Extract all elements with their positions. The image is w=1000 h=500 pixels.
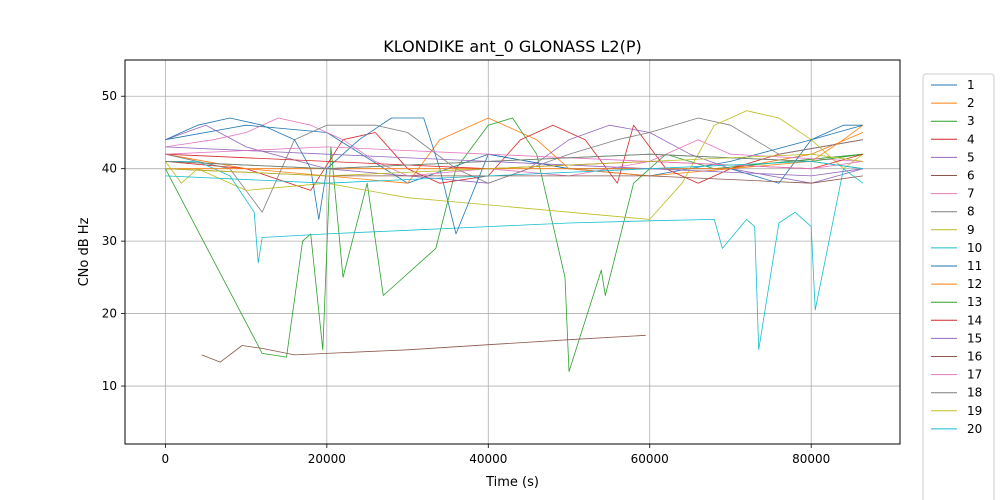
legend-label-3: 3	[967, 114, 975, 128]
x-tick-label: 40000	[469, 452, 507, 466]
legend-label-12: 12	[967, 277, 982, 291]
legend-label-15: 15	[967, 331, 982, 345]
x-axis-label: Time (s)	[485, 475, 539, 490]
y-tick-label: 30	[102, 234, 117, 248]
y-tick-label: 20	[102, 307, 117, 321]
legend-label-6: 6	[967, 169, 975, 183]
y-tick-label: 50	[102, 89, 117, 103]
legend-label-7: 7	[967, 187, 975, 201]
plot-area	[125, 60, 900, 444]
legend-label-13: 13	[967, 295, 982, 309]
series-line-4	[165, 124, 863, 191]
x-tick-label: 20000	[308, 452, 346, 466]
x-tick-label: 60000	[631, 452, 669, 466]
legend-label-9: 9	[967, 223, 975, 237]
series-lines	[165, 110, 864, 372]
series-line-19	[165, 153, 863, 177]
legend-label-8: 8	[967, 205, 975, 219]
series-line-11	[165, 117, 863, 235]
legend-label-17: 17	[967, 368, 982, 382]
y-tick-label: 40	[102, 162, 117, 176]
series-line-6	[201, 334, 646, 363]
legend-label-4: 4	[967, 132, 975, 146]
legend-label-16: 16	[967, 350, 982, 364]
legend-label-19: 19	[967, 404, 982, 418]
x-tick-label: 80000	[792, 452, 830, 466]
x-tick-label: 0	[162, 452, 170, 466]
series-line-2	[165, 117, 864, 184]
series-line-10	[165, 160, 864, 351]
legend-label-5: 5	[967, 150, 975, 164]
chart-title: KLONDIKE ant_0 GLONASS L2(P)	[383, 37, 641, 57]
legend-label-1: 1	[967, 78, 975, 92]
legend-label-14: 14	[967, 313, 982, 327]
legend-label-10: 10	[967, 241, 982, 255]
legend-label-11: 11	[967, 259, 982, 273]
axis-ticks: 0 20000 40000 60000 80000 10 20 30 40 50	[102, 89, 831, 466]
series-line-12	[165, 124, 864, 170]
legend-box	[922, 73, 995, 500]
y-axis-label: CNo dB Hz	[77, 217, 92, 286]
plot-frame	[124, 59, 901, 445]
series-line-20	[165, 160, 863, 184]
legend-label-20: 20	[967, 422, 982, 436]
series-line-9	[165, 110, 864, 220]
legend-label-2: 2	[967, 96, 975, 110]
legend-label-18: 18	[967, 386, 982, 400]
y-tick-label: 10	[102, 379, 117, 393]
